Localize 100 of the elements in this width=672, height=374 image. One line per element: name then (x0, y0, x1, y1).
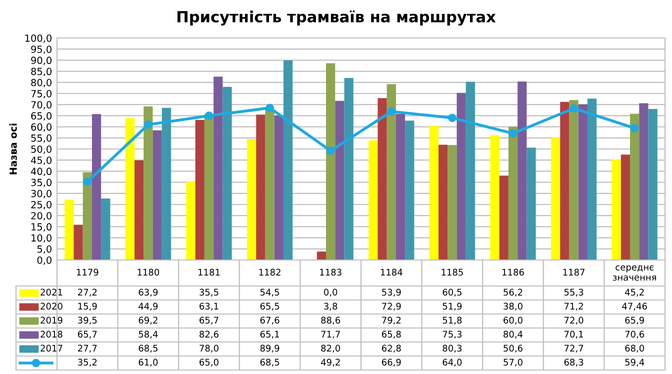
x-tick-label: 1182 (259, 268, 280, 276)
y-tick-label: 55,0 (31, 134, 52, 143)
data-label: 67,6 (260, 316, 280, 325)
y-tick-label: 100,0 (25, 34, 52, 43)
bar (204, 114, 214, 260)
data-label: 50,6 (504, 344, 522, 353)
data-label: 55,3 (564, 288, 584, 297)
data-label: 72,0 (564, 316, 584, 325)
data-label: 71,7 (321, 330, 340, 339)
data-label: 3,8 (324, 302, 338, 311)
data-label: 0,0 (324, 288, 338, 297)
data-label: 82,6 (200, 330, 218, 339)
y-tick-label: 40,0 (30, 168, 52, 176)
bar (438, 144, 448, 260)
bar (186, 181, 196, 260)
bar (368, 140, 378, 260)
bar (144, 106, 153, 260)
bar (648, 109, 658, 260)
point (570, 104, 578, 113)
data-label: 58,4 (138, 330, 158, 339)
bar (429, 126, 439, 260)
data-label: 72,7 (564, 344, 584, 353)
data-label: 79,2 (382, 316, 401, 325)
data-label: 68,5 (138, 344, 158, 353)
data-label: 65,1 (260, 330, 280, 339)
data-label: 15,9 (78, 302, 97, 311)
data-label: 75,3 (442, 330, 462, 339)
bar (405, 120, 414, 260)
data-label: 80,3 (442, 344, 462, 353)
data-label: 60,5 (442, 288, 462, 297)
bar (214, 76, 223, 260)
bar (526, 148, 536, 260)
data-label: 51,9 (442, 302, 462, 311)
data-label: 68,0 (625, 344, 644, 353)
data-label: 68,3 (564, 358, 584, 367)
y-tick-label: 20,0 (31, 212, 52, 220)
data-label: 60,0 (504, 316, 522, 325)
bar (283, 60, 293, 260)
point (266, 104, 274, 112)
bar (152, 130, 162, 260)
data-label: 62,8 (382, 344, 401, 353)
bar (378, 98, 387, 260)
y-tick-label: 70,0 (31, 101, 52, 110)
data-label: 65,7 (78, 330, 97, 339)
y-tick-label: 50,0 (31, 145, 52, 154)
y-tick-label: 15,0 (32, 223, 52, 232)
y-tick-label: 95,0 (31, 46, 52, 54)
y-tick-label: 25,0 (31, 200, 52, 210)
point (144, 120, 152, 129)
bar (386, 84, 396, 260)
y-tick-label: 90,0 (31, 56, 52, 66)
bar (578, 104, 588, 260)
y-tick-label: 5,0 (37, 245, 52, 254)
bar (499, 176, 508, 260)
bar (560, 102, 570, 260)
data-label: 57,0 (504, 358, 522, 367)
y-tick-label: 75,0 (31, 90, 52, 98)
point (326, 146, 335, 155)
bar (396, 114, 406, 260)
data-label: 69,2 (138, 316, 158, 325)
bar (456, 92, 466, 260)
data-label: 82,0 (321, 344, 340, 353)
y-tick-label: 80,0 (31, 78, 52, 88)
data-label: 70,6 (625, 330, 644, 339)
bar (569, 100, 578, 260)
y-tick-label: 45,0 (30, 156, 52, 165)
data-label: 65,7 (200, 316, 218, 325)
bar (551, 137, 560, 260)
bar (448, 145, 457, 260)
bar (274, 115, 284, 260)
point (508, 129, 518, 138)
y-tick-label: 85,0 (31, 68, 52, 76)
data-label: 35,2 (78, 358, 97, 367)
bar (335, 100, 344, 260)
data-label: 63,1 (200, 302, 218, 311)
bar (265, 110, 274, 260)
data-label: 68,5 (260, 358, 280, 367)
bar (195, 120, 204, 260)
y-tick-label: 0,0 (37, 256, 52, 265)
data-label: 38,0 (504, 302, 522, 311)
y-tick-label: 30,0 (31, 190, 52, 198)
bar (125, 118, 135, 260)
point (387, 107, 396, 116)
data-label: 88,6 (321, 316, 340, 325)
data-label: 61,0 (138, 358, 158, 367)
bar (316, 252, 326, 260)
data-label: 72,9 (382, 302, 401, 311)
bar (490, 135, 500, 260)
data-label: 89,9 (260, 344, 280, 353)
bar (612, 160, 621, 260)
legend-label: 2018 (40, 330, 62, 338)
bar (518, 82, 527, 260)
data-label: 64,0 (442, 358, 462, 367)
data-label: 27,7 (78, 344, 97, 353)
y-axis-title: Назва осі (9, 124, 17, 174)
point (630, 124, 639, 132)
bar (101, 198, 110, 260)
bar (508, 126, 518, 260)
chart-title: Присутність трамваїв на маршрутах (177, 10, 496, 26)
bar (247, 139, 256, 260)
